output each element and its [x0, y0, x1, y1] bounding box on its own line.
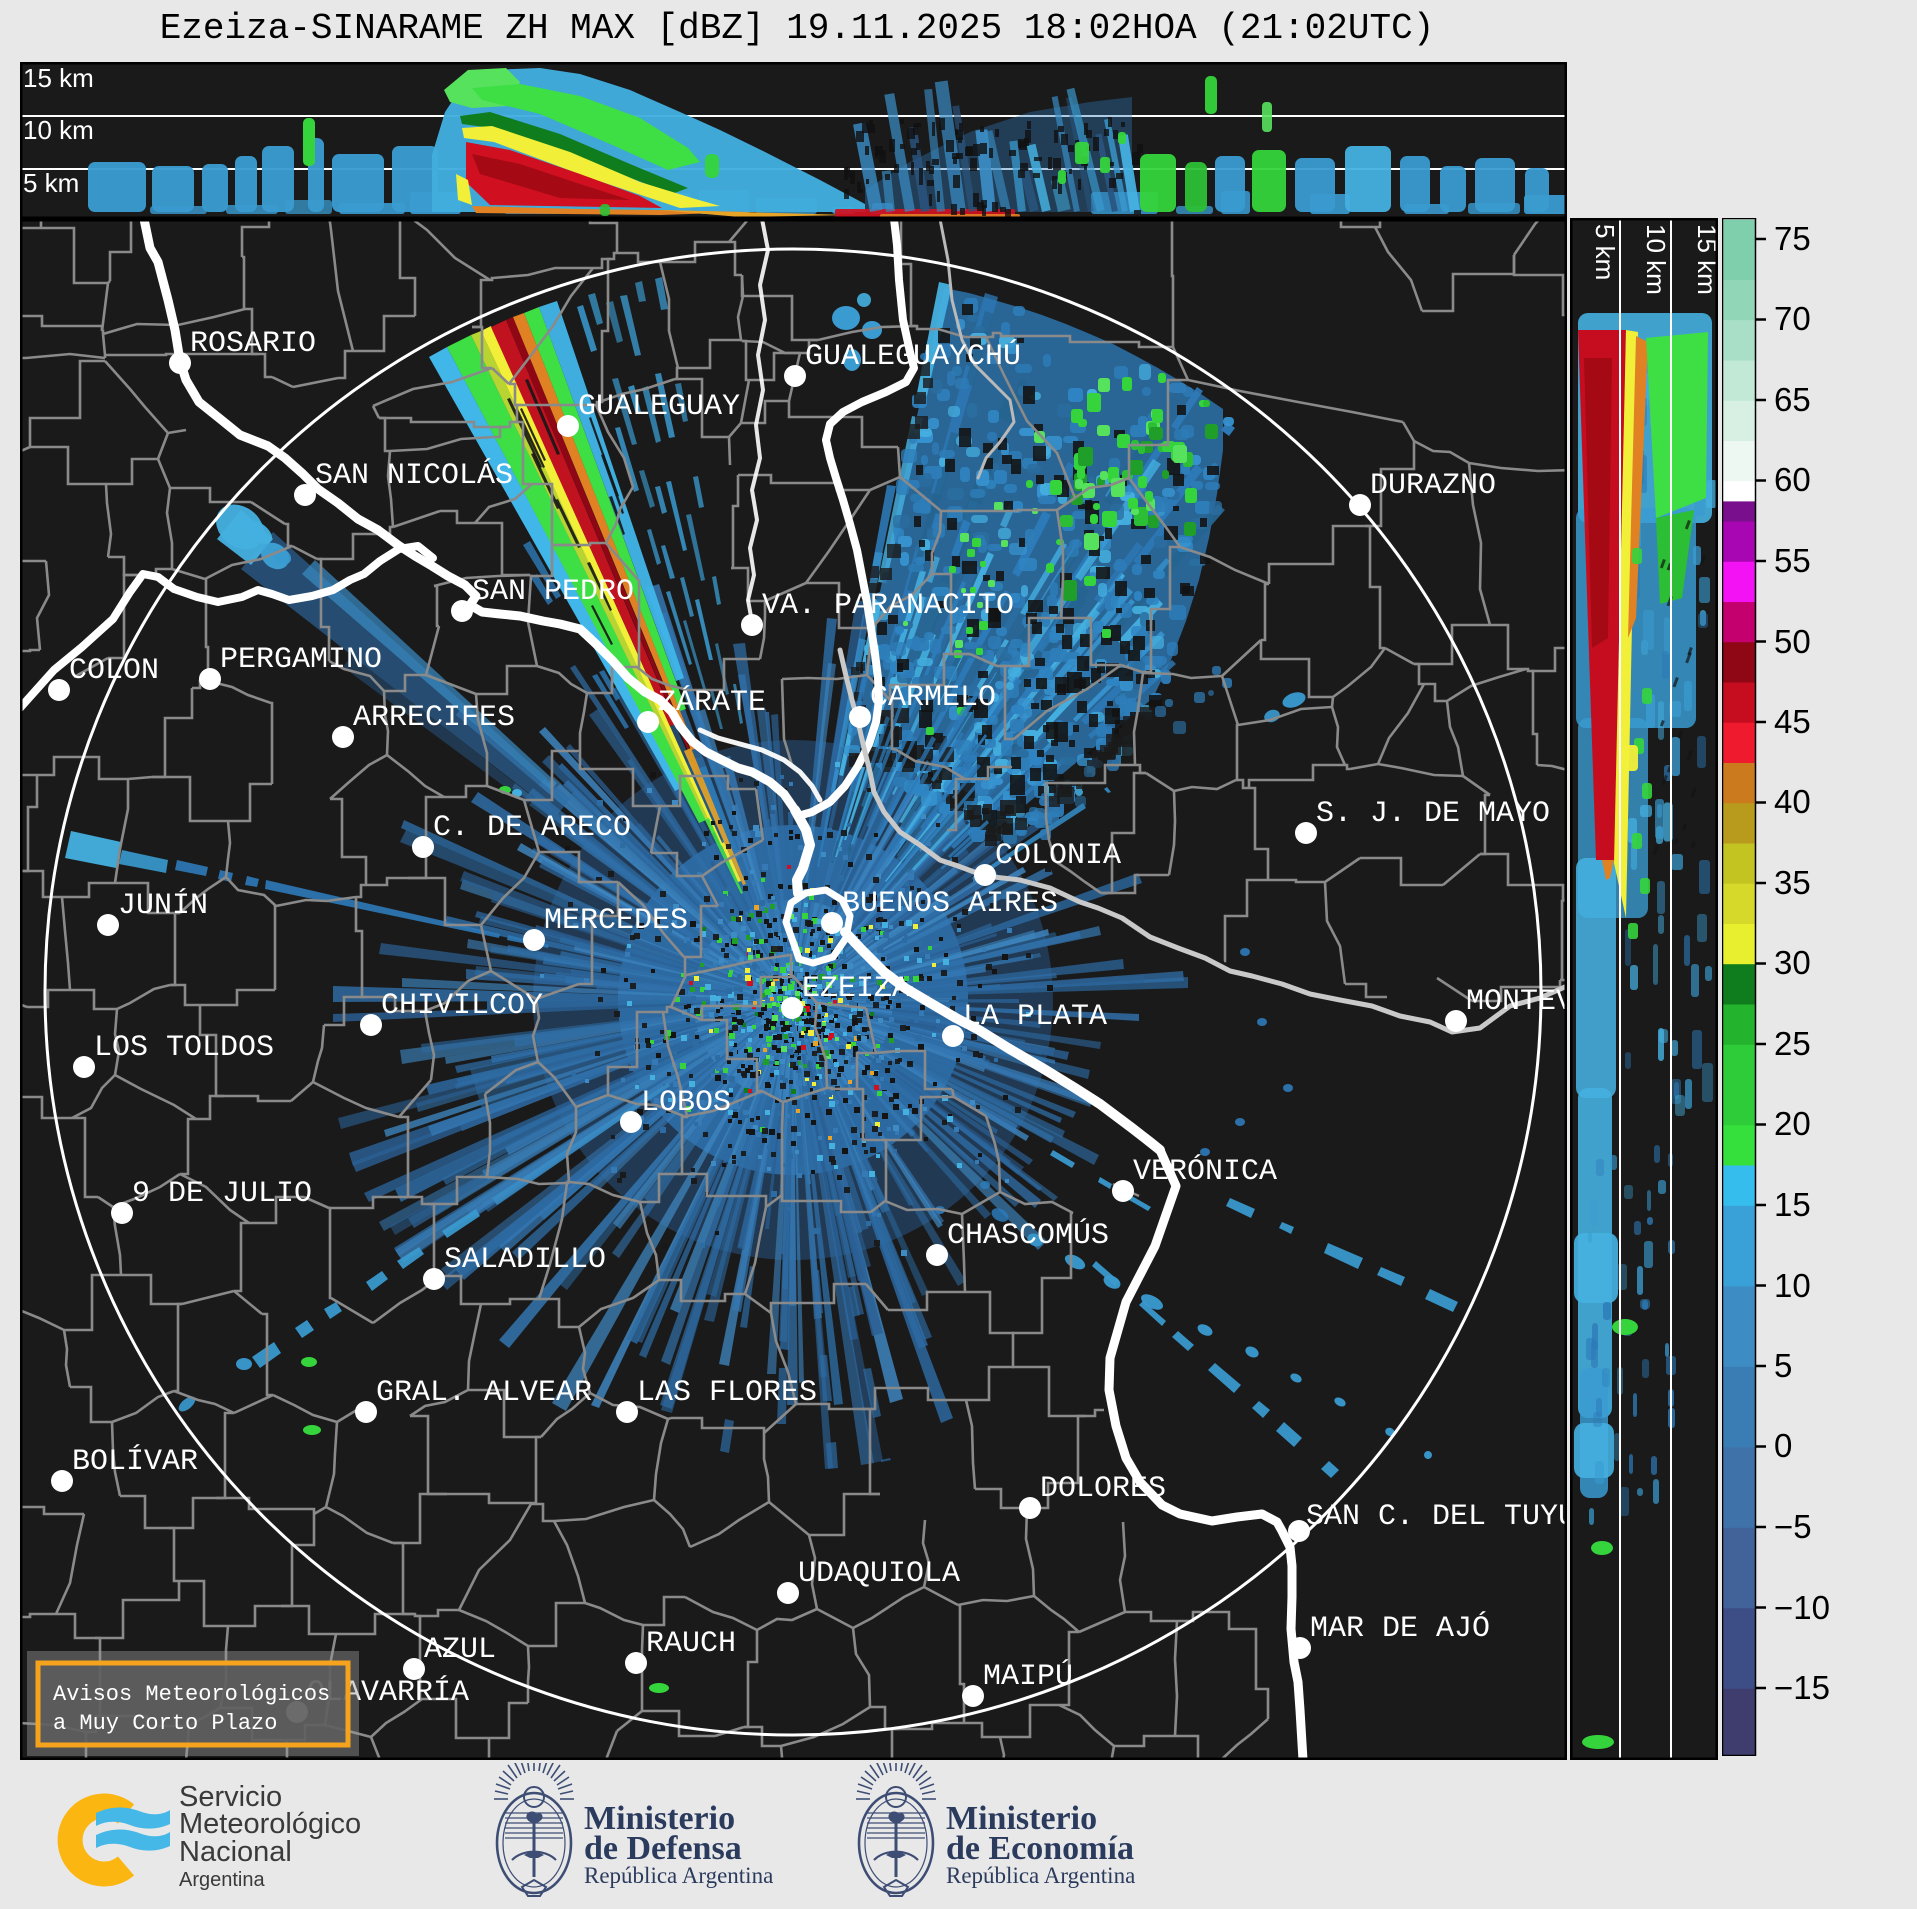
svg-text:COLON: COLON — [69, 654, 159, 688]
svg-text:5 km: 5 km — [23, 168, 79, 198]
svg-text:LAS FLORES: LAS FLORES — [637, 1376, 817, 1410]
svg-text:10 km: 10 km — [23, 115, 94, 145]
svg-text:15 km: 15 km — [23, 63, 94, 93]
svg-text:ZÁRATE: ZÁRATE — [658, 685, 766, 720]
svg-text:MAR DE AJÓ: MAR DE AJÓ — [1310, 1611, 1490, 1646]
svg-text:ROSARIO: ROSARIO — [190, 327, 316, 361]
svg-text:C. DE ARECO: C. DE ARECO — [433, 811, 631, 845]
svg-text:GRAL. ALVEAR: GRAL. ALVEAR — [376, 1376, 592, 1410]
svg-text:Argentina: Argentina — [179, 1869, 265, 1891]
svg-text:JUNÍN: JUNÍN — [118, 888, 208, 923]
svg-text:5 km: 5 km — [1590, 224, 1620, 280]
svg-text:PERGAMINO: PERGAMINO — [220, 643, 382, 677]
svg-text:COLONIA: COLONIA — [995, 839, 1121, 873]
svg-text:CARMELO: CARMELO — [870, 681, 996, 715]
svg-text:Nacional: Nacional — [179, 1836, 292, 1868]
svg-text:LA PLATA: LA PLATA — [963, 1000, 1107, 1034]
svg-text:AZUL: AZUL — [424, 1633, 496, 1667]
svg-text:Ministerio: Ministerio — [946, 1800, 1097, 1837]
svg-text:BOLÍVAR: BOLÍVAR — [72, 1444, 198, 1479]
svg-text:SALADILLO: SALADILLO — [444, 1243, 606, 1277]
svg-text:Ministerio: Ministerio — [584, 1800, 735, 1837]
svg-text:República Argentina: República Argentina — [584, 1863, 773, 1888]
svg-text:de Economía: de Economía — [946, 1830, 1134, 1867]
svg-text:9 DE JULIO: 9 DE JULIO — [132, 1177, 312, 1211]
svg-text:DURAZNO: DURAZNO — [1370, 469, 1496, 503]
svg-text:CHASCOMÚS: CHASCOMÚS — [947, 1218, 1109, 1253]
svg-text:BUENOS AIRES: BUENOS AIRES — [842, 887, 1058, 921]
svg-text:MONTEVIDEO: MONTEVIDEO — [1466, 985, 1567, 1019]
svg-text:SAN C. DEL TUYÚ: SAN C. DEL TUYÚ — [1306, 1499, 1567, 1534]
svg-text:S. J. DE MAYO: S. J. DE MAYO — [1316, 797, 1550, 831]
svg-text:CHIVILCOY: CHIVILCOY — [381, 989, 543, 1023]
svg-text:VA. PARANACITO: VA. PARANACITO — [762, 589, 1014, 623]
svg-text:VERÓNICA: VERÓNICA — [1133, 1154, 1277, 1189]
svg-text:EZEIZA: EZEIZA — [802, 972, 910, 1006]
svg-text:MAIPÚ: MAIPÚ — [983, 1659, 1073, 1694]
svg-text:LOS TOLDOS: LOS TOLDOS — [94, 1031, 274, 1065]
svg-text:LOBOS: LOBOS — [641, 1086, 731, 1120]
svg-text:Servicio: Servicio — [179, 1781, 282, 1813]
svg-text:a Muy Corto Plazo: a Muy Corto Plazo — [53, 1711, 277, 1736]
svg-text:GUALEGUAYCHÚ: GUALEGUAYCHÚ — [805, 339, 1021, 374]
svg-text:GUALEGUAY: GUALEGUAY — [578, 390, 740, 424]
svg-text:de Defensa: de Defensa — [584, 1830, 742, 1867]
svg-text:Meteorológico: Meteorológico — [179, 1808, 361, 1840]
svg-text:UDAQUIOLA: UDAQUIOLA — [798, 1557, 960, 1591]
svg-text:SAN PEDRO: SAN PEDRO — [472, 575, 634, 609]
svg-text:15 km: 15 km — [1692, 224, 1718, 295]
svg-text:ARRECIFES: ARRECIFES — [353, 701, 515, 735]
svg-text:SAN NICOLÁS: SAN NICOLÁS — [315, 458, 513, 493]
svg-text:RAUCH: RAUCH — [646, 1627, 736, 1661]
svg-text:MERCEDES: MERCEDES — [544, 904, 688, 938]
svg-text:DOLORES: DOLORES — [1040, 1472, 1166, 1506]
svg-text:10 km: 10 km — [1641, 224, 1671, 295]
svg-text:República Argentina: República Argentina — [946, 1863, 1135, 1888]
svg-text:Avisos Meteorológicos: Avisos Meteorológicos — [53, 1682, 330, 1707]
